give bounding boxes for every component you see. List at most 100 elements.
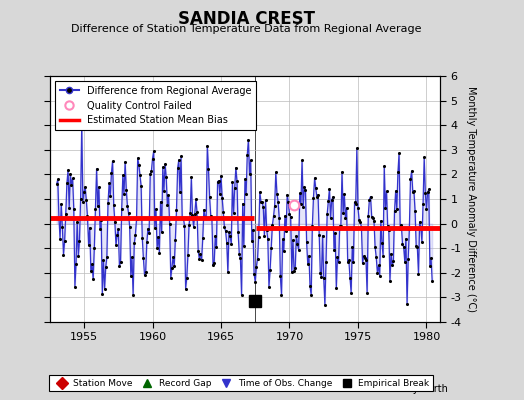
Point: [232, 164, 240, 171]
Point: [95, 184, 103, 190]
Point: [408, 168, 416, 174]
Point: [201, 214, 209, 220]
Point: [244, 136, 253, 143]
Point: [425, 263, 434, 270]
Point: [364, 212, 373, 219]
Point: [383, 188, 391, 194]
Point: [374, 262, 383, 269]
Point: [310, 175, 319, 181]
Point: [297, 201, 305, 207]
Point: [161, 161, 169, 167]
Point: [195, 256, 203, 262]
Point: [272, 190, 281, 197]
Point: [59, 251, 68, 258]
Point: [57, 201, 66, 207]
Point: [424, 186, 433, 192]
Point: [376, 272, 384, 279]
Point: [260, 233, 269, 239]
Point: [338, 169, 346, 175]
Point: [377, 218, 385, 224]
Point: [221, 228, 230, 234]
Text: Difference of Station Temperature Data from Regional Average: Difference of Station Temperature Data f…: [71, 24, 421, 34]
Point: [220, 224, 228, 231]
Point: [199, 235, 207, 242]
Point: [122, 186, 130, 193]
Legend: Difference from Regional Average, Quality Control Failed, Estimated Station Mean: Difference from Regional Average, Qualit…: [54, 81, 256, 130]
Point: [314, 192, 322, 198]
Point: [300, 184, 309, 190]
Point: [169, 254, 177, 260]
Point: [385, 226, 393, 233]
Point: [241, 176, 249, 182]
Point: [379, 252, 387, 259]
Point: [194, 248, 202, 254]
Point: [209, 262, 217, 268]
Point: [328, 197, 336, 203]
Point: [212, 244, 221, 250]
Point: [219, 209, 227, 216]
Point: [348, 244, 356, 250]
Point: [191, 211, 199, 217]
Point: [165, 191, 173, 198]
Text: SANDIA CREST: SANDIA CREST: [178, 10, 315, 28]
Point: [111, 219, 119, 225]
Legend: Station Move, Record Gap, Time of Obs. Change, Empirical Break: Station Move, Record Gap, Time of Obs. C…: [49, 375, 433, 392]
Point: [294, 246, 303, 253]
Point: [218, 194, 226, 201]
Point: [82, 197, 91, 204]
Point: [357, 224, 366, 230]
Point: [265, 284, 273, 290]
Point: [288, 269, 296, 275]
Point: [66, 171, 74, 177]
Point: [75, 238, 84, 244]
Point: [116, 259, 125, 265]
Point: [267, 244, 276, 251]
Point: [400, 258, 409, 265]
Point: [253, 256, 261, 262]
Point: [320, 275, 328, 282]
Point: [118, 172, 127, 179]
Point: [336, 223, 345, 229]
Point: [270, 202, 279, 209]
Point: [173, 165, 182, 172]
Point: [174, 157, 183, 163]
Point: [91, 206, 100, 212]
Point: [347, 290, 355, 296]
Point: [61, 210, 70, 217]
Point: [204, 166, 213, 172]
Point: [176, 189, 184, 195]
Point: [291, 265, 299, 272]
Point: [281, 213, 289, 219]
Point: [236, 255, 245, 262]
Point: [86, 268, 95, 275]
Point: [384, 222, 392, 229]
Point: [292, 233, 301, 239]
Point: [177, 153, 185, 160]
Point: [185, 222, 193, 228]
Point: [388, 262, 397, 268]
Point: [303, 261, 312, 268]
Point: [381, 205, 389, 211]
Point: [325, 186, 334, 192]
Point: [79, 199, 87, 205]
Point: [216, 191, 224, 197]
Point: [98, 291, 106, 298]
Point: [131, 232, 139, 238]
Point: [334, 258, 343, 265]
Point: [211, 233, 220, 240]
Point: [124, 210, 133, 216]
Point: [366, 193, 375, 200]
Point: [392, 206, 401, 212]
Point: [107, 170, 116, 176]
Point: [302, 239, 311, 246]
Point: [205, 194, 214, 200]
Point: [316, 270, 324, 276]
Point: [114, 226, 123, 232]
Point: [154, 234, 162, 240]
Point: [332, 285, 341, 292]
Point: [130, 240, 138, 246]
Point: [52, 181, 61, 187]
Point: [231, 184, 239, 191]
Point: [58, 224, 67, 230]
Point: [200, 206, 208, 213]
